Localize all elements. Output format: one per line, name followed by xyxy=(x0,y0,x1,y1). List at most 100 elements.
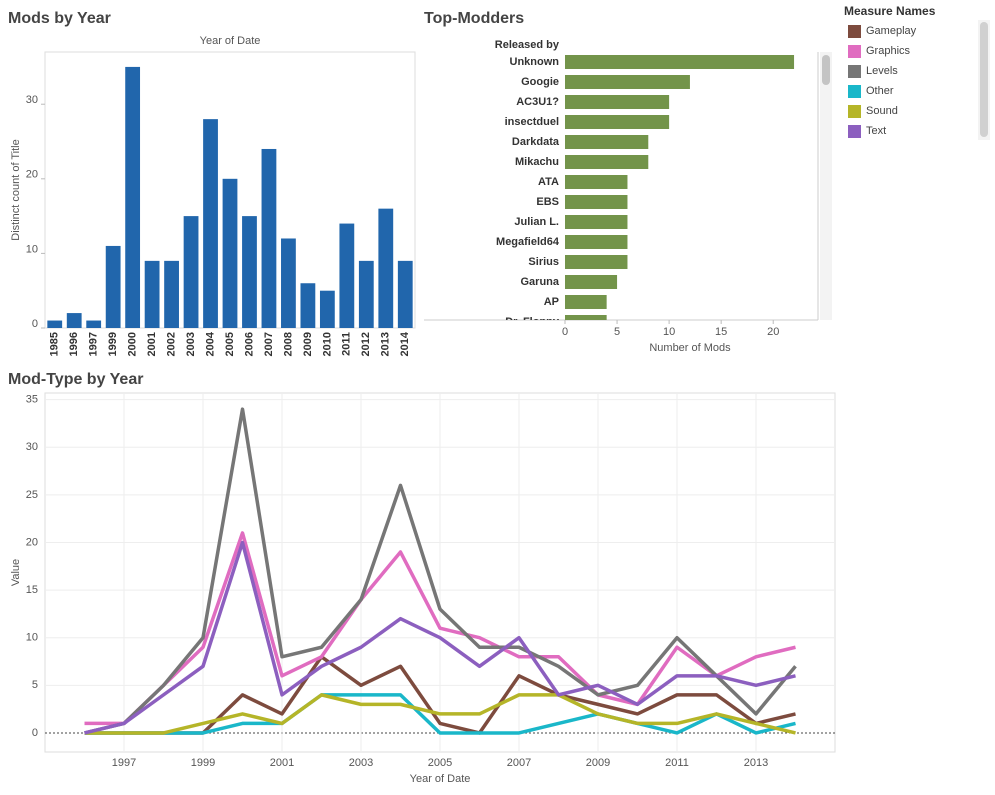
x-tick-label: 2009 xyxy=(586,757,610,769)
x-header: Year of Date xyxy=(200,35,261,47)
legend-swatch xyxy=(848,45,861,58)
bar xyxy=(47,320,63,328)
bar xyxy=(565,155,649,169)
y-tick-label: 20 xyxy=(26,169,38,181)
x-tick-label: 2012 xyxy=(360,332,372,356)
y-tick-label: Sirius xyxy=(528,256,559,268)
y-tick-label: insectduel xyxy=(505,116,559,128)
series-line xyxy=(84,540,796,735)
y-tick-label: 5 xyxy=(32,679,38,691)
bar xyxy=(203,119,218,328)
x-axis-title: Number of Mods xyxy=(649,342,731,354)
bar xyxy=(565,215,628,229)
bar xyxy=(565,315,607,320)
y-tick-label: Garuna xyxy=(520,276,559,288)
x-tick-label: 10 xyxy=(663,326,675,338)
legend-label: Other xyxy=(866,85,894,97)
x-tick-label: 2009 xyxy=(302,332,314,356)
bar xyxy=(339,223,355,328)
legend-swatch xyxy=(848,65,861,78)
x-tick-label: 2000 xyxy=(127,332,139,356)
chart-title: Mods by Year xyxy=(8,10,111,27)
series-line xyxy=(84,531,796,726)
y-tick-label: 30 xyxy=(26,94,38,106)
y-tick-label: 0 xyxy=(32,727,38,739)
x-tick-label: 2004 xyxy=(204,331,216,356)
bar xyxy=(565,55,795,69)
bar xyxy=(565,255,628,269)
bar xyxy=(565,295,607,309)
x-tick-label: 1996 xyxy=(68,332,80,356)
y-axis-title: Value xyxy=(10,559,22,586)
x-tick-label: 2008 xyxy=(282,332,294,356)
legend-label: Gameplay xyxy=(866,25,917,37)
bar xyxy=(397,260,413,328)
series-line xyxy=(84,693,796,735)
x-tick-label: 0 xyxy=(562,326,568,338)
y-tick-label: 15 xyxy=(26,584,38,596)
legend-swatch xyxy=(848,105,861,118)
x-tick-label: 5 xyxy=(614,326,620,338)
x-tick-label: 2011 xyxy=(665,757,689,769)
bar xyxy=(242,216,257,328)
x-axis-title: Year of Date xyxy=(410,773,471,785)
bar xyxy=(565,175,628,189)
bar xyxy=(300,283,316,328)
y-tick-label: EBS xyxy=(536,196,559,208)
legend-label: Sound xyxy=(866,105,898,117)
x-tick-label: 1985 xyxy=(49,332,61,356)
bar xyxy=(164,260,179,328)
legend-swatch xyxy=(848,125,861,138)
x-tick-label: 2002 xyxy=(165,332,177,356)
y-axis-title: Distinct count of Title xyxy=(10,139,22,241)
scrollbar[interactable] xyxy=(820,52,832,320)
scrollbar-thumb[interactable] xyxy=(822,55,830,85)
y-tick-label: Unknown xyxy=(510,56,560,68)
x-tick-label: 2005 xyxy=(428,757,452,769)
bar xyxy=(358,260,374,328)
x-tick-label: 1997 xyxy=(112,757,136,769)
y-tick-label: Dr. Floppy xyxy=(505,316,560,328)
x-tick-label: 1997 xyxy=(88,332,100,356)
y-tick-label: 25 xyxy=(26,489,38,501)
y-tick-label: 35 xyxy=(26,394,38,406)
bar xyxy=(565,235,628,249)
bar xyxy=(105,245,121,328)
bar xyxy=(565,195,628,209)
x-tick-label: 2011 xyxy=(341,332,353,356)
x-tick-label: 2001 xyxy=(270,757,294,769)
x-tick-label: 15 xyxy=(715,326,727,338)
x-tick-label: 2003 xyxy=(349,757,373,769)
x-tick-label: 2007 xyxy=(263,332,275,356)
x-tick-label: 2003 xyxy=(185,332,197,356)
y-tick-label: Megafield64 xyxy=(496,236,560,248)
y-tick-label: Mikachu xyxy=(515,156,559,168)
y-tick-label: AC3U1? xyxy=(516,96,559,108)
series-line xyxy=(84,407,797,735)
x-tick-label: 2005 xyxy=(224,332,236,356)
bar xyxy=(281,238,296,328)
bar xyxy=(565,135,649,149)
bar xyxy=(66,313,82,328)
x-tick-label: 1999 xyxy=(191,757,215,769)
bar xyxy=(86,320,102,328)
y-header: Released by xyxy=(495,39,560,51)
bar xyxy=(125,66,141,329)
y-tick-label: Googie xyxy=(521,76,559,88)
bar xyxy=(222,178,238,328)
x-tick-label: 2014 xyxy=(399,331,411,356)
bar xyxy=(319,290,335,328)
legend-swatch xyxy=(848,25,861,38)
bar-rows: Unknown Googie AC3U1? insectduel Darkdata Mik… xyxy=(496,55,795,328)
x-tick-label: 2001 xyxy=(146,332,158,356)
legend-swatch xyxy=(848,85,861,98)
x-tick-label: 2013 xyxy=(380,332,392,356)
y-tick-label: Darkdata xyxy=(512,136,560,148)
y-tick-label: Julian L. xyxy=(514,216,559,228)
scrollbar-thumb[interactable] xyxy=(980,22,988,137)
bar xyxy=(183,216,199,328)
x-tick-label: 1999 xyxy=(107,332,119,356)
x-tick-label: 2006 xyxy=(243,332,255,356)
